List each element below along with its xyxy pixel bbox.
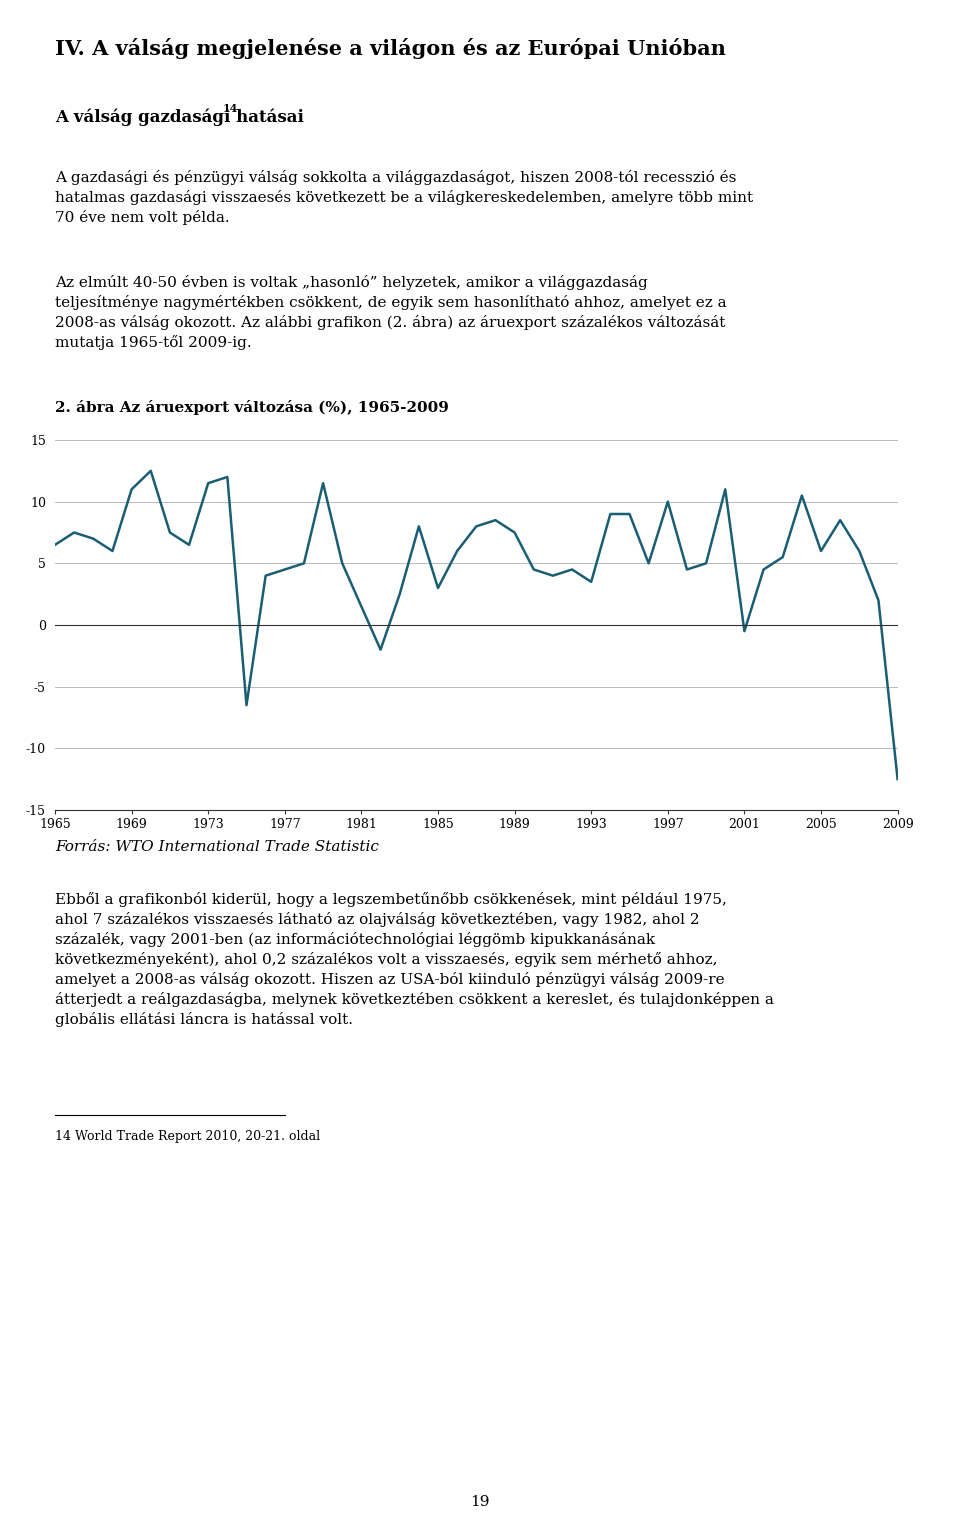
Text: ahol 7 százalékos visszaesés látható az olajválság következtében, vagy 1982, aho: ahol 7 százalékos visszaesés látható az … xyxy=(55,912,700,927)
Text: 2008-as válság okozott. Az alábbi grafikon (2. ábra) az áruexport százalékos vál: 2008-as válság okozott. Az alábbi grafik… xyxy=(55,316,726,329)
Text: 2. ábra Az áruexport változása (%), 1965-2009: 2. ábra Az áruexport változása (%), 1965… xyxy=(55,400,449,415)
Text: hatalmas gazdasági visszaesés következett be a világkereskedelemben, amelyre töb: hatalmas gazdasági visszaesés következet… xyxy=(55,191,754,204)
Text: százalék, vagy 2001-ben (az információtechnológiai léggömb kipukkanásának: százalék, vagy 2001-ben (az információte… xyxy=(55,932,655,947)
Text: A válság gazdasági hatásai: A válság gazdasági hatásai xyxy=(55,108,304,125)
Text: Forrás: WTO International Trade Statistic: Forrás: WTO International Trade Statisti… xyxy=(55,840,379,854)
Text: 70 éve nem volt példa.: 70 éve nem volt példa. xyxy=(55,210,229,226)
Text: mutatja 1965-től 2009-ig.: mutatja 1965-től 2009-ig. xyxy=(55,336,252,351)
Text: globális ellátási láncra is hatással volt.: globális ellátási láncra is hatással vol… xyxy=(55,1013,353,1026)
Text: IV. A válság megjelenése a világon és az Európai Unióban: IV. A válság megjelenése a világon és az… xyxy=(55,38,726,59)
Text: átterjedt a reálgazdaságba, melynek következtében csökkent a kereslet, és tulajd: átterjedt a reálgazdaságba, melynek köve… xyxy=(55,991,774,1006)
Text: A gazdasági és pénzügyi válság sokkolta a világgazdaságot, hiszen 2008-tól reces: A gazdasági és pénzügyi válság sokkolta … xyxy=(55,169,736,185)
Text: 14: 14 xyxy=(222,104,238,114)
Text: Ebből a grafikonból kiderül, hogy a legszembetűnőbb csökkenések, mint például 19: Ebből a grafikonból kiderül, hogy a legs… xyxy=(55,892,727,907)
Text: következményeként), ahol 0,2 százalékos volt a visszaesés, egyik sem mérhető ahh: következményeként), ahol 0,2 százalékos … xyxy=(55,952,717,967)
Text: 19: 19 xyxy=(470,1494,490,1510)
Text: amelyet a 2008-as válság okozott. Hiszen az USA-ból kiinduló pénzügyi válság 200: amelyet a 2008-as válság okozott. Hiszen… xyxy=(55,971,725,987)
Text: 14 World Trade Report 2010, 20-21. oldal: 14 World Trade Report 2010, 20-21. oldal xyxy=(55,1130,320,1144)
Text: Az elmúlt 40-50 évben is voltak „hasonló” helyzetek, amikor a világgazdaság: Az elmúlt 40-50 évben is voltak „hasonló… xyxy=(55,274,648,290)
Text: teljesítménye nagymértékben csökkent, de egyik sem hasonlítható ahhoz, amelyet e: teljesítménye nagymértékben csökkent, de… xyxy=(55,294,727,310)
